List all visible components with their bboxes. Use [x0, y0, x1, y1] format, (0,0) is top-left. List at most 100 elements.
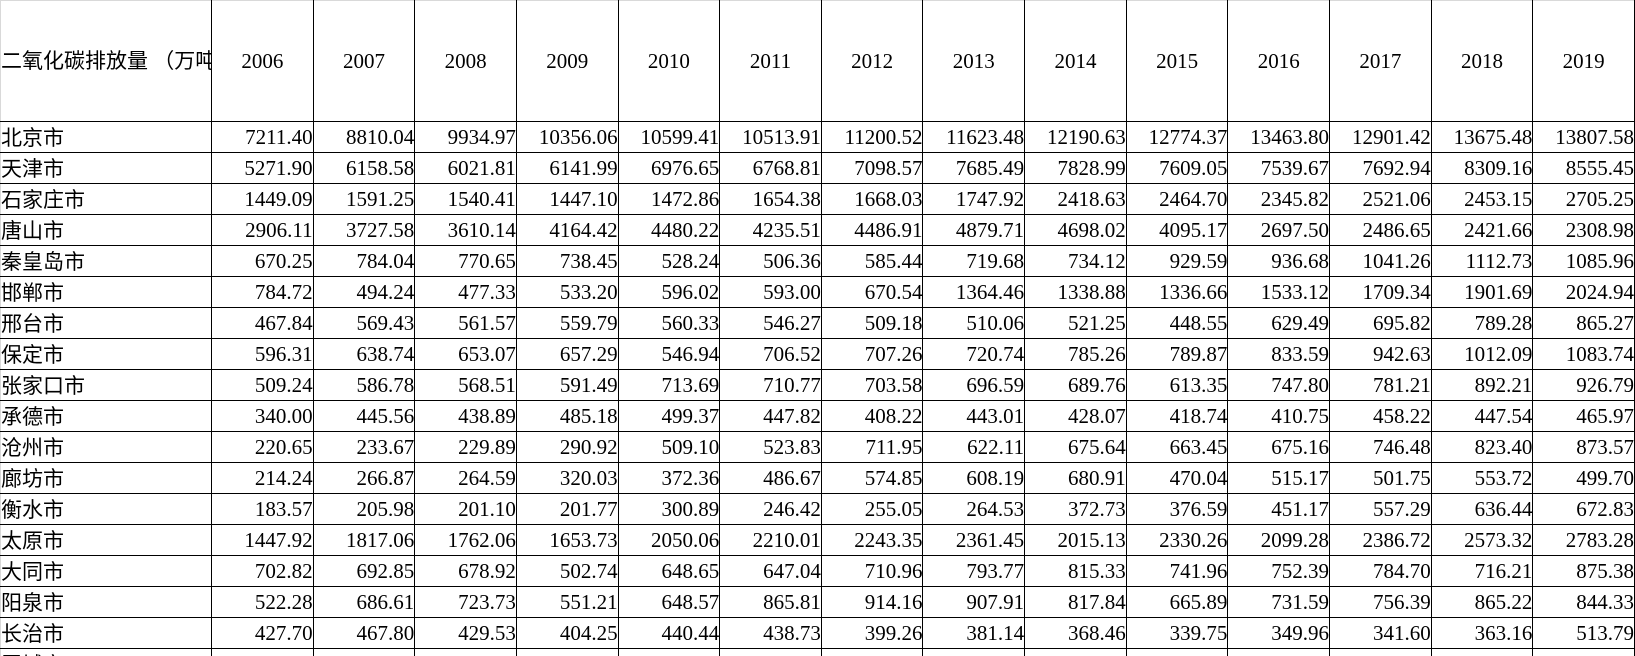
value-cell: 716.21	[1430, 555, 1534, 587]
city-name-cell: 长治市	[0, 617, 212, 649]
value-cell: 2210.01	[719, 524, 822, 556]
table-row: 秦皇岛市 670.25 784.04 770.65 738.45 528.24 506.36…	[0, 245, 1635, 277]
city-name-cell: 衡水市	[0, 493, 212, 525]
value-cell: 546.94	[617, 338, 721, 370]
value-cell: 4879.71	[922, 214, 1026, 246]
value-cell: 6021.81	[414, 152, 517, 184]
value-cell: 784.72	[211, 276, 314, 308]
value-cell: 710.77	[719, 369, 822, 401]
value-cell: 2243.35	[820, 524, 924, 556]
value-cell: 467.80	[312, 617, 416, 649]
value-cell: 523.83	[719, 431, 822, 463]
value-cell: 2421.66	[1430, 214, 1534, 246]
value-cell: 706.52	[719, 338, 822, 370]
value-cell: 865.22	[1430, 586, 1534, 618]
value-cell: 429.53	[414, 617, 517, 649]
table-row: 唐山市 2906.11 3727.58 3610.14 4164.42 4480.22 42…	[0, 214, 1635, 246]
value-cell: 341.60	[1329, 617, 1432, 649]
value-cell: 438.89	[414, 400, 517, 432]
value-cell: 3610.14	[414, 214, 517, 246]
value-cell: 223.71	[1125, 648, 1229, 656]
value-cell: 242.92	[820, 648, 924, 656]
value-cell: 1668.03	[820, 183, 924, 215]
value-cell: 486.67	[719, 462, 822, 494]
value-cell: 1653.73	[515, 524, 619, 556]
value-cell: 723.73	[414, 586, 517, 618]
value-cell: 702.82	[211, 555, 314, 587]
value-cell: 221.77	[1227, 648, 1331, 656]
table-row: 衡水市 183.57 205.98 201.10 201.77 300.89 246.42 2…	[0, 493, 1635, 525]
value-cell: 793.77	[922, 555, 1026, 587]
value-cell: 4698.02	[1024, 214, 1127, 246]
value-cell: 290.92	[515, 431, 619, 463]
value-cell: 404.25	[515, 617, 619, 649]
value-cell: 522.28	[211, 586, 314, 618]
value-cell: 11623.48	[922, 121, 1026, 153]
city-name-cell: 沧州市	[0, 431, 212, 463]
value-cell: 7098.57	[820, 152, 924, 184]
value-cell: 264.53	[922, 493, 1026, 525]
value-cell: 1533.12	[1227, 276, 1331, 308]
value-cell: 201.10	[414, 493, 517, 525]
value-cell: 428.07	[1024, 400, 1127, 432]
value-cell: 225.68	[414, 648, 517, 656]
value-cell: 13807.58	[1532, 121, 1635, 153]
value-cell: 372.73	[1024, 493, 1127, 525]
value-cell: 689.76	[1024, 369, 1127, 401]
year-header-2008: 2008	[414, 0, 517, 122]
value-cell: 6141.99	[515, 152, 619, 184]
city-name-cell: 北京市	[0, 121, 212, 153]
value-cell: 237.29	[1430, 648, 1534, 656]
value-cell: 447.54	[1430, 400, 1534, 432]
value-cell: 509.10	[617, 431, 721, 463]
value-cell: 865.27	[1532, 307, 1635, 339]
value-cell: 2015.13	[1024, 524, 1127, 556]
value-cell: 665.89	[1125, 586, 1229, 618]
table-row: 太原市 1447.92 1817.06 1762.06 1653.73 2050.06 22…	[0, 524, 1635, 556]
value-cell: 10513.91	[719, 121, 822, 153]
value-cell: 4164.42	[515, 214, 619, 246]
city-name-cell: 大同市	[0, 555, 212, 587]
value-cell: 470.04	[1125, 462, 1229, 494]
value-cell: 214.24	[211, 462, 314, 494]
value-cell: 653.07	[414, 338, 517, 370]
value-cell: 695.82	[1329, 307, 1432, 339]
value-cell: 443.01	[922, 400, 1026, 432]
value-cell: 675.16	[1227, 431, 1331, 463]
value-cell: 2308.98	[1532, 214, 1635, 246]
value-cell: 680.91	[1024, 462, 1127, 494]
value-cell: 731.59	[1227, 586, 1331, 618]
value-cell: 593.00	[719, 276, 822, 308]
value-cell: 1540.41	[414, 183, 517, 215]
value-cell: 220.17	[1329, 648, 1432, 656]
year-header-2006: 2006	[211, 0, 314, 122]
table-row: 邯郸市 784.72 494.24 477.33 533.20 596.02 593.00 6…	[0, 276, 1635, 308]
value-cell: 183.06	[515, 648, 619, 656]
value-cell: 1364.46	[922, 276, 1026, 308]
value-cell: 13675.48	[1430, 121, 1534, 153]
year-header-2013: 2013	[922, 0, 1026, 122]
value-cell: 499.37	[617, 400, 721, 432]
value-cell: 1472.86	[617, 183, 721, 215]
value-cell: 183.57	[211, 493, 314, 525]
value-cell: 1762.06	[414, 524, 517, 556]
value-cell: 1447.92	[211, 524, 314, 556]
value-cell: 865.81	[719, 586, 822, 618]
city-name-cell: 天津市	[0, 152, 212, 184]
value-cell: 4235.51	[719, 214, 822, 246]
value-cell: 638.74	[312, 338, 416, 370]
value-cell: 233.67	[312, 431, 416, 463]
value-cell: 596.02	[617, 276, 721, 308]
value-cell: 1591.25	[312, 183, 416, 215]
value-cell: 942.63	[1329, 338, 1432, 370]
value-cell: 528.24	[617, 245, 721, 277]
value-cell: 458.22	[1329, 400, 1432, 432]
value-cell: 6976.65	[617, 152, 721, 184]
value-cell: 2705.25	[1532, 183, 1635, 215]
value-cell: 608.19	[922, 462, 1026, 494]
city-name-cell: 承德市	[0, 400, 212, 432]
value-cell: 467.84	[211, 307, 314, 339]
value-cell: 515.17	[1227, 462, 1331, 494]
value-cell: 1041.26	[1329, 245, 1432, 277]
